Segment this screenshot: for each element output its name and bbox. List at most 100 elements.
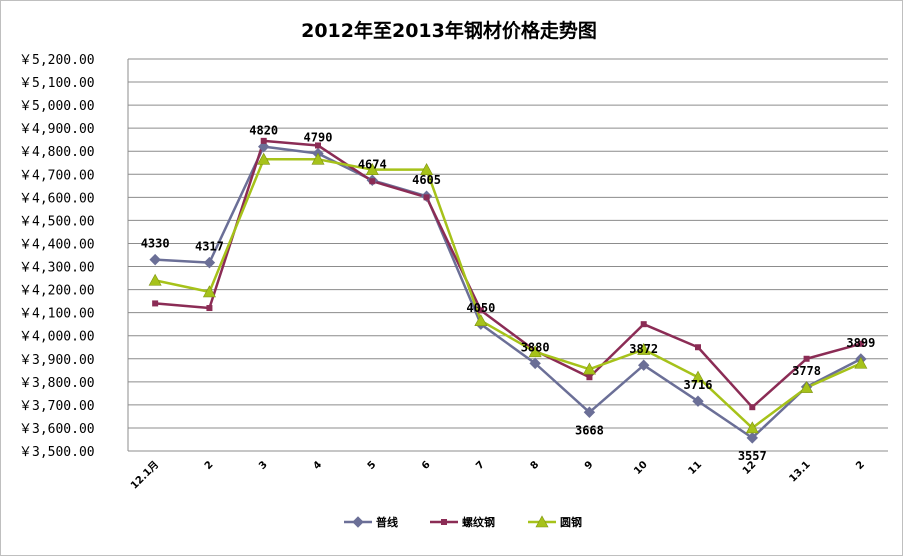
- data-point: [749, 404, 756, 411]
- y-tick-label: ￥3,600.00: [19, 422, 95, 437]
- legend: 普线 螺纹钢 圆钢: [344, 515, 582, 529]
- data-point: [745, 421, 759, 434]
- series-diamond: [155, 145, 862, 440]
- data-label: 4674: [358, 157, 387, 171]
- legend-item: 圆钢: [528, 515, 582, 529]
- data-point: [854, 356, 868, 369]
- data-point: [369, 178, 376, 185]
- y-tick-label: ￥4,100.00: [19, 307, 95, 322]
- data-point: [535, 515, 549, 528]
- data-point: [640, 321, 647, 328]
- data-point: [441, 519, 447, 525]
- data-point: [149, 253, 161, 266]
- legend-label: 圆钢: [560, 515, 582, 529]
- data-point: [423, 194, 430, 201]
- data-label: 4050: [466, 301, 495, 315]
- x-tick-label: 6: [420, 459, 433, 472]
- data-label: 4605: [412, 173, 441, 187]
- legend-label: 螺纹钢: [462, 515, 495, 529]
- data-point: [206, 305, 213, 312]
- data-point: [691, 370, 705, 383]
- data-label: 4317: [195, 240, 224, 254]
- series-markers: [152, 137, 864, 411]
- data-label: 4820: [249, 124, 278, 138]
- y-axis-tick-labels: ￥3,500.00 ￥3,600.00 ￥3,700.00 ￥3,800.00 ￥3,9…: [19, 53, 95, 460]
- chart-title: 2012年至2013年钢材价格走势图: [301, 19, 597, 42]
- data-point: [637, 342, 651, 355]
- data-point: [692, 395, 704, 407]
- x-tick-label: 4: [311, 459, 324, 472]
- data-point: [202, 285, 216, 298]
- series-line: [154, 158, 862, 430]
- y-tick-label: ￥4,400.00: [19, 237, 95, 252]
- data-point: [477, 307, 484, 314]
- series-triangle: [154, 158, 862, 430]
- series-square: [155, 139, 862, 409]
- y-tick-label: ￥5,200.00: [19, 53, 95, 68]
- data-point: [746, 432, 758, 444]
- y-tick-label: ￥4,700.00: [19, 168, 95, 183]
- data-point: [529, 357, 541, 370]
- x-tick-label: 12.1月: [128, 459, 161, 492]
- y-tick-label: ￥3,800.00: [19, 376, 95, 391]
- y-tick-label: ￥3,900.00: [19, 353, 95, 368]
- gridlines: [127, 58, 888, 452]
- data-label: 3872: [629, 342, 658, 356]
- data-point: [260, 137, 267, 144]
- y-tick-label: ￥4,200.00: [19, 284, 95, 299]
- data-point: [365, 163, 379, 175]
- series-lines: [148, 137, 868, 444]
- y-tick-label: ￥3,700.00: [19, 399, 95, 414]
- y-tick-label: ￥5,000.00: [19, 99, 95, 114]
- y-tick-label: ￥3,500.00: [19, 445, 95, 460]
- y-tick-label: ￥4,300.00: [19, 261, 95, 276]
- data-point: [800, 380, 814, 393]
- data-labels: 4330 4317 4820 4790 4674 4605 4050 3880 3668 3872…: [141, 124, 876, 463]
- x-tick-label: 13.1: [787, 459, 812, 484]
- y-tick-label: ￥5,100.00: [19, 76, 95, 91]
- x-tick-label: 3: [257, 459, 270, 472]
- data-point: [857, 340, 864, 347]
- x-axis-tick-labels: 12.1月 2 3 4 5 6 7 8 9 10 11 12 13.1 2: [128, 459, 867, 492]
- data-label: 3668: [575, 423, 604, 437]
- data-point: [352, 516, 364, 528]
- y-tick-label: ￥4,500.00: [19, 214, 95, 229]
- legend-item: 普线: [344, 515, 398, 529]
- data-label: 3778: [792, 364, 821, 378]
- data-point: [638, 359, 650, 371]
- x-tick-label: 11: [686, 459, 704, 477]
- data-point: [203, 256, 216, 269]
- y-tick-label: ￥4,800.00: [19, 145, 95, 160]
- x-tick-label: 7: [474, 459, 487, 472]
- y-tick-label: ￥4,600.00: [19, 191, 95, 206]
- series-line: [155, 145, 862, 440]
- data-point: [420, 163, 434, 175]
- y-tick-label: ￥4,900.00: [19, 122, 95, 137]
- series-markers: [148, 152, 868, 434]
- data-label: 3716: [684, 378, 713, 392]
- data-label: 4330: [141, 237, 170, 251]
- data-point: [258, 140, 270, 153]
- data-label: 3557: [738, 449, 767, 463]
- data-point: [311, 152, 325, 165]
- data-point: [583, 406, 596, 418]
- data-point: [474, 314, 488, 327]
- data-point: [582, 362, 596, 375]
- data-label: 4790: [304, 131, 333, 145]
- x-tick-label: 2: [203, 459, 216, 472]
- x-tick-label: 8: [529, 459, 542, 472]
- data-point: [586, 374, 593, 381]
- x-tick-label: 2: [854, 459, 867, 472]
- y-tick-label: ￥4,000.00: [19, 330, 95, 345]
- series-markers: [149, 140, 867, 444]
- data-point: [315, 142, 321, 149]
- data-point: [152, 300, 159, 307]
- data-label: 3899: [846, 336, 875, 350]
- data-point: [148, 273, 162, 286]
- data-label: 3880: [521, 340, 550, 354]
- data-point: [695, 344, 701, 351]
- legend-label: 普线: [376, 515, 398, 529]
- legend-item: 螺纹钢: [430, 515, 495, 529]
